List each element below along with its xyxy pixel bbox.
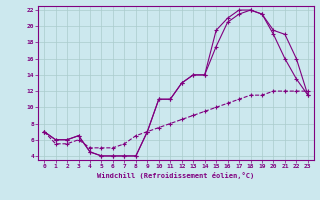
X-axis label: Windchill (Refroidissement éolien,°C): Windchill (Refroidissement éolien,°C): [97, 172, 255, 179]
